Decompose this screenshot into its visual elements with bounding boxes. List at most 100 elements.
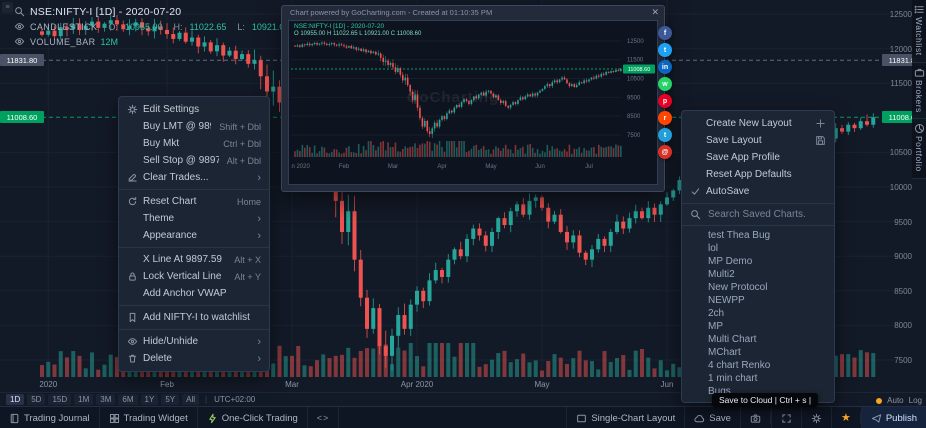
side-tab-brokers[interactable]: Brokers xyxy=(912,63,926,120)
svg-text:10500: 10500 xyxy=(627,77,644,83)
snapshot-symbol: NSE:NIFTY-I [1D] - 2020-07-20 xyxy=(294,23,385,30)
menu-item-create-new-layout[interactable]: Create New Layout xyxy=(682,115,834,132)
menu-item-label: Buy LMT @ 9897.59 xyxy=(143,121,211,132)
saved-chart-newpp[interactable]: NEWPP xyxy=(708,295,745,306)
share-linkedin-button[interactable]: in xyxy=(658,60,672,74)
saved-chart-multi2[interactable]: Multi2 xyxy=(708,269,735,280)
series-label: CANDLESTICK xyxy=(30,21,98,32)
social-share-bar: f t in w p r t @ xyxy=(658,26,672,159)
menu-item-delete[interactable]: Delete › xyxy=(119,350,269,367)
saved-chart-lol[interactable]: lol xyxy=(708,243,719,254)
app-menu-icon[interactable]: ≡ xyxy=(2,2,13,13)
saved-charts-search-input[interactable] xyxy=(706,208,822,221)
single-chart-layout-button[interactable]: Single-Chart Layout xyxy=(566,407,684,428)
menu-item-autosave[interactable]: AutoSave xyxy=(682,183,834,200)
menu-item-reset-chart[interactable]: Reset Chart Home xyxy=(119,193,269,210)
menu-item-save-layout[interactable]: Save Layout xyxy=(682,132,834,149)
menu-item-lock-vertical-line[interactable]: Lock Vertical Line Alt + Y xyxy=(119,268,269,285)
menu-item-save-app-profile[interactable]: Save App Profile xyxy=(682,149,834,166)
close-icon[interactable]: ✕ xyxy=(651,7,659,17)
range-5d[interactable]: 5D xyxy=(27,394,46,405)
current-price-tag-left: 11008.60 xyxy=(0,111,44,123)
range-15d[interactable]: 15D xyxy=(48,394,72,405)
search-icon[interactable] xyxy=(14,6,25,17)
menu-item-add-anchor-vwap[interactable]: Add Anchor VWAP xyxy=(119,285,269,302)
expand-icon-button[interactable] xyxy=(770,407,801,428)
menu-item-appearance[interactable]: Appearance › xyxy=(119,227,269,244)
clear-icon xyxy=(127,172,143,183)
share-whatsapp-button[interactable]: w xyxy=(658,77,672,91)
timezone-label[interactable]: UTC+02:00 xyxy=(214,395,256,404)
list-icon xyxy=(914,4,925,15)
range-3m[interactable]: 3M xyxy=(96,394,116,405)
share-reddit-button[interactable]: r xyxy=(658,111,672,125)
menu-item-buy-mkt[interactable]: Buy Mkt Ctrl + Dbl xyxy=(119,135,269,152)
scale-log-toggle[interactable]: Log xyxy=(908,396,922,405)
share-pinterest-button[interactable]: p xyxy=(658,94,672,108)
save-button[interactable]: Save xyxy=(684,407,740,428)
saved-chart-mp-demo[interactable]: MP Demo xyxy=(708,256,753,267)
share-email-button[interactable]: @ xyxy=(658,145,672,159)
one-click-trading-button[interactable]: One-Click Trading xyxy=(198,407,308,428)
ohlc-value: 10955.00 xyxy=(124,21,163,32)
trading-journal-button[interactable]: Trading Journal xyxy=(0,407,100,428)
alert-dot[interactable] xyxy=(876,397,883,404)
menu-item-clear-trades[interactable]: Clear Trades... › xyxy=(119,169,269,186)
footer-item-label: Trading Widget xyxy=(123,412,188,424)
publish-button[interactable]: Publish xyxy=(860,407,926,428)
chart-snapshot-preview: NSE:NIFTY-I [1D] - 2020-07-20 O 10955.00… xyxy=(288,20,658,185)
saved-chart-bugs[interactable]: Bugs xyxy=(708,386,731,397)
menu-item-reset-app-defaults[interactable]: Reset App Defaults xyxy=(682,166,834,183)
star-icon-button[interactable]: ★ xyxy=(830,407,860,428)
saved-chart-new-protocol[interactable]: New Protocol xyxy=(708,282,768,293)
volume-value: 12M xyxy=(100,36,119,47)
menu-item-buy-lmt-9897-59[interactable]: Buy LMT @ 9897.59 Shift + Dbl xyxy=(119,118,269,135)
range-6m[interactable]: 6M xyxy=(118,394,138,405)
gear-icon-button[interactable] xyxy=(800,407,831,428)
range-1d[interactable]: 1D xyxy=(6,394,25,405)
range-1y[interactable]: 1Y xyxy=(140,394,159,405)
watermark: GoCharting xyxy=(406,89,500,107)
menu-item-hide-unhide[interactable]: Hide/Unhide › xyxy=(119,333,269,350)
saved-chart-mp[interactable]: MP xyxy=(708,321,723,332)
layout-icon xyxy=(576,413,587,424)
menu-item-add-nifty-i-to-watchlist[interactable]: Add NIFTY-I to watchlist xyxy=(119,309,269,326)
menu-item-label: Add Anchor VWAP xyxy=(143,288,227,299)
share-facebook-button[interactable]: f xyxy=(658,26,672,40)
eye-icon[interactable] xyxy=(14,21,25,32)
saved-chart-2ch[interactable]: 2ch xyxy=(708,308,725,319)
range-5y[interactable]: 5Y xyxy=(161,394,180,405)
eye-icon[interactable] xyxy=(14,36,25,47)
scale-auto-toggle[interactable]: Auto xyxy=(887,396,904,405)
range-1m[interactable]: 1M xyxy=(74,394,94,405)
saved-chart-4-chart-renko[interactable]: 4 chart Renko xyxy=(708,360,771,371)
saved-chart-1-min-chart[interactable]: 1 min chart xyxy=(708,373,758,384)
menu-item-edit-settings[interactable]: Edit Settings xyxy=(119,101,269,118)
menu-item-sell-stop-9897-59[interactable]: Sell Stop @ 9897.59 Alt + Dbl xyxy=(119,152,269,169)
saved-charts-search[interactable] xyxy=(682,203,834,226)
trading-widget-button[interactable]: Trading Widget xyxy=(100,407,198,428)
saved-chart-multi-chart[interactable]: Multi Chart xyxy=(708,334,757,345)
share-telegram-button[interactable]: t xyxy=(658,128,672,142)
price-axis-label: 8000 xyxy=(894,321,912,331)
share-twitter-button[interactable]: t xyxy=(658,43,672,57)
symbol-title[interactable]: NSE:NIFTY-I [1D] - 2020-07-20 xyxy=(30,5,182,18)
side-tab-portfolio[interactable]: Portfolio xyxy=(912,119,926,180)
chart-context-menu: Edit Settings Buy LMT @ 9897.59 Shift + Db… xyxy=(118,96,270,372)
chevron-right-icon: › xyxy=(257,171,261,184)
camera-icon-button[interactable] xyxy=(739,407,770,428)
menu-separator xyxy=(119,247,269,248)
saved-chart-mchart[interactable]: MChart xyxy=(708,347,741,358)
time-axis[interactable]: 2020 Feb Mar Apr 2020 May Jun xyxy=(0,379,896,392)
trash-icon xyxy=(127,353,143,364)
code-icon-button[interactable]: <> xyxy=(308,407,340,428)
saved-chart-test-thea-bug[interactable]: test Thea Bug xyxy=(708,230,771,241)
side-tab-watchlist[interactable]: Watchlist xyxy=(912,0,926,63)
range-all[interactable]: All xyxy=(182,394,200,405)
menu-item-theme[interactable]: Theme › xyxy=(119,210,269,227)
journal-icon xyxy=(9,413,20,424)
menu-item-label: Appearance xyxy=(143,230,197,241)
menu-item-x-line-at-9897-59[interactable]: X Line At 9897.59 Alt + X xyxy=(119,251,269,268)
chevron-right-icon: › xyxy=(257,212,261,225)
